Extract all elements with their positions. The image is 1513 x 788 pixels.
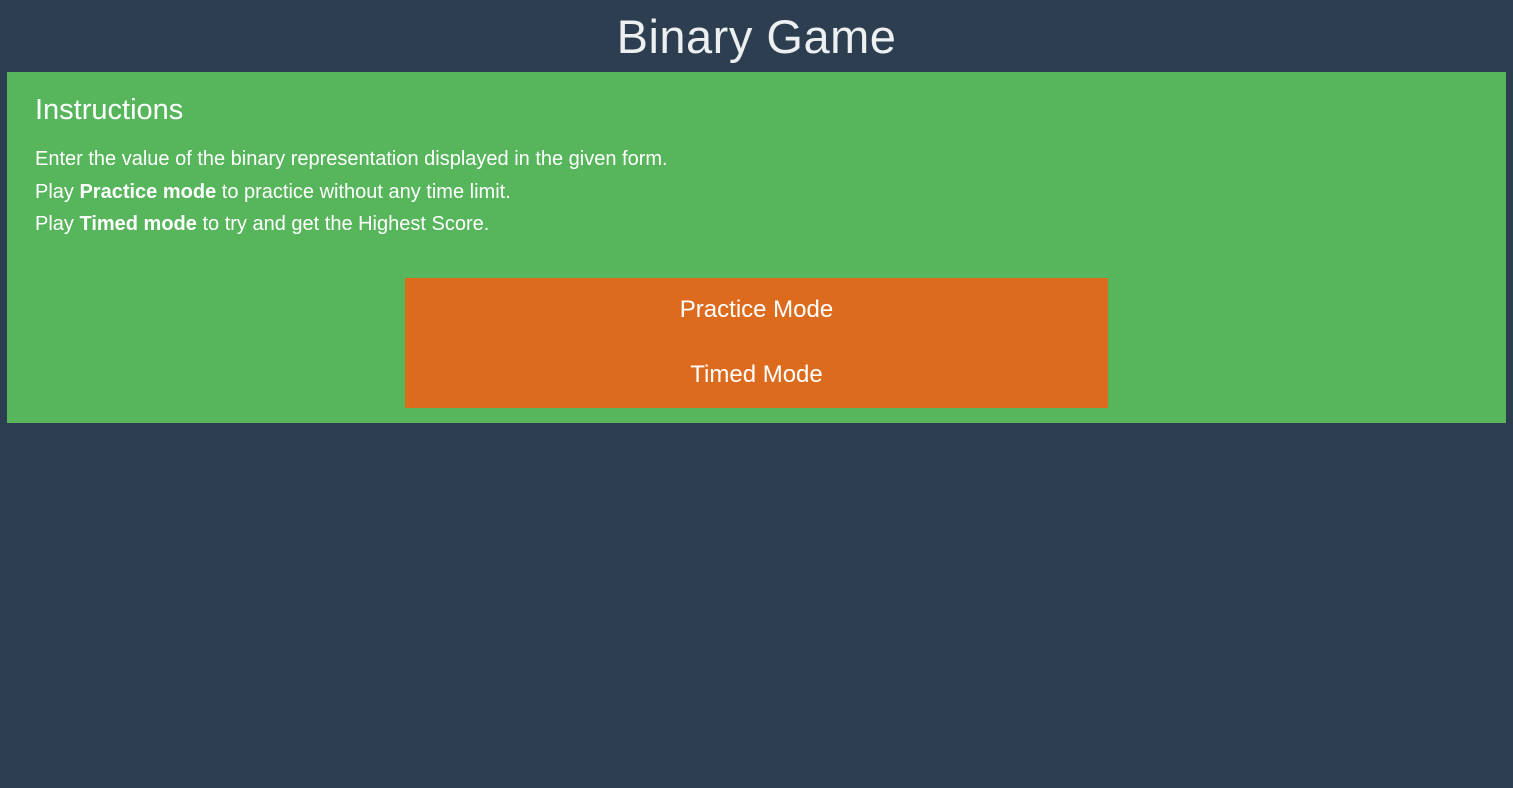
instruction-line-1: Enter the value of the binary representa… bbox=[35, 148, 668, 170]
instruction-line-3: Play Timed mode to try and get the Highe… bbox=[35, 208, 1478, 241]
practice-mode-button[interactable]: Practice Mode bbox=[405, 277, 1108, 343]
instruction-line-2-prefix: Play bbox=[35, 180, 80, 203]
mode-menu: Practice Mode Timed Mode bbox=[405, 277, 1108, 408]
instructions-panel: Instructions Enter the value of the bina… bbox=[7, 72, 1506, 423]
instructions-heading: Instructions bbox=[35, 94, 184, 126]
timed-mode-emphasis: Timed mode bbox=[79, 213, 197, 235]
page-header: Binary Game bbox=[0, 0, 1513, 72]
practice-mode-emphasis: Practice mode bbox=[79, 180, 217, 203]
instruction-line-3-prefix: Play bbox=[35, 213, 80, 235]
timed-mode-button[interactable]: Timed Mode bbox=[405, 342, 1108, 408]
page-title: Binary Game bbox=[616, 10, 897, 63]
instruction-line-3-suffix: to try and get the Highest Score. bbox=[196, 213, 490, 235]
instruction-line-2: Play Practice mode to practice without a… bbox=[35, 176, 1478, 209]
instruction-line-2-suffix: to practice without any time limit. bbox=[216, 180, 511, 203]
